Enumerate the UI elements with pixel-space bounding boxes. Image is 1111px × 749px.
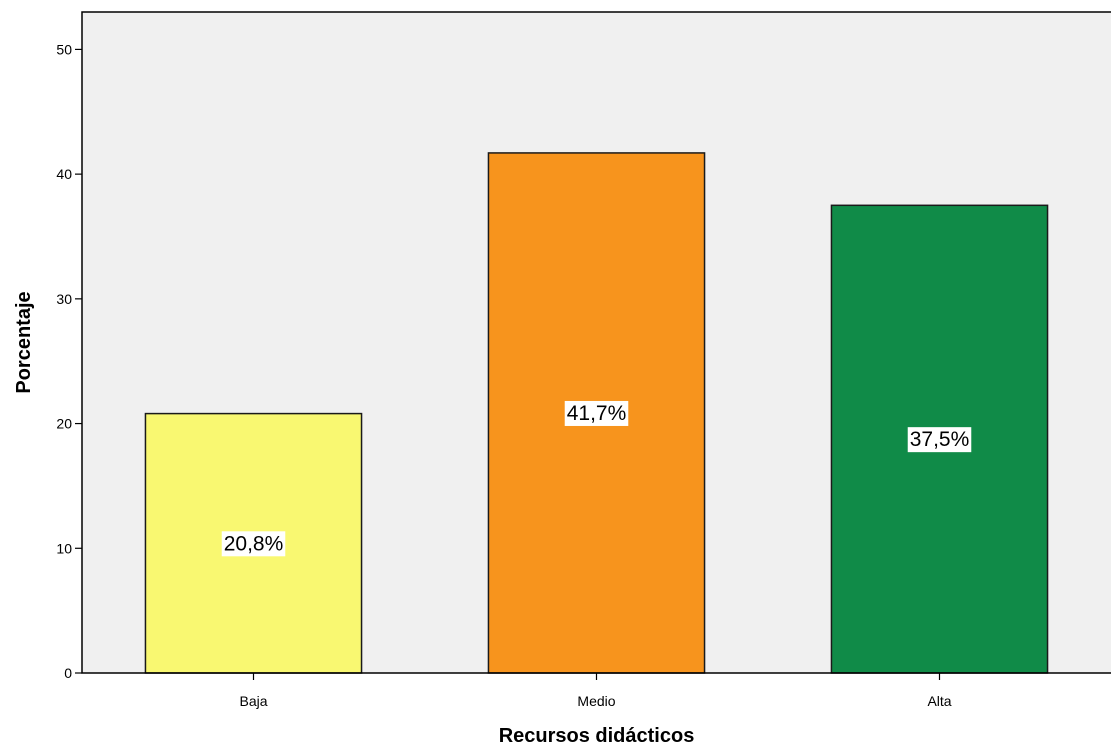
y-tick-label: 10	[56, 540, 72, 556]
plot-frame	[81, 11, 1111, 674]
y-tick-label: 20	[56, 416, 72, 432]
y-axis-title: Porcentaje	[13, 291, 35, 393]
data-label: 37,5%	[907, 427, 972, 453]
x-axis-ticks: Baja Medio Alta	[239, 673, 952, 709]
x-tick-label: Alta	[927, 693, 951, 709]
y-tick-label: 30	[56, 291, 72, 307]
data-label: 20,8%	[221, 531, 286, 557]
x-tick-label: Baja	[239, 693, 267, 709]
y-tick-label: 40	[56, 166, 72, 182]
data-label: 41,7%	[564, 400, 629, 426]
bar-baja	[144, 412, 363, 674]
data-label-text: 41,7%	[567, 402, 627, 425]
data-label-box	[564, 400, 629, 426]
y-tick-label: 0	[64, 665, 72, 681]
data-label-box	[907, 427, 972, 453]
x-axis-title: Recursos didácticos	[499, 725, 695, 747]
data-labels: 20,8% 41,7% 37,5%	[221, 400, 972, 557]
x-tick-label: Medio	[577, 693, 615, 709]
data-label-text: 20,8%	[224, 532, 284, 555]
y-tick-label: 50	[56, 41, 72, 57]
y-axis-ticks: 0 10 20 30 40 50	[56, 41, 82, 681]
data-label-box	[221, 531, 286, 557]
data-label-text: 37,5%	[910, 428, 970, 451]
